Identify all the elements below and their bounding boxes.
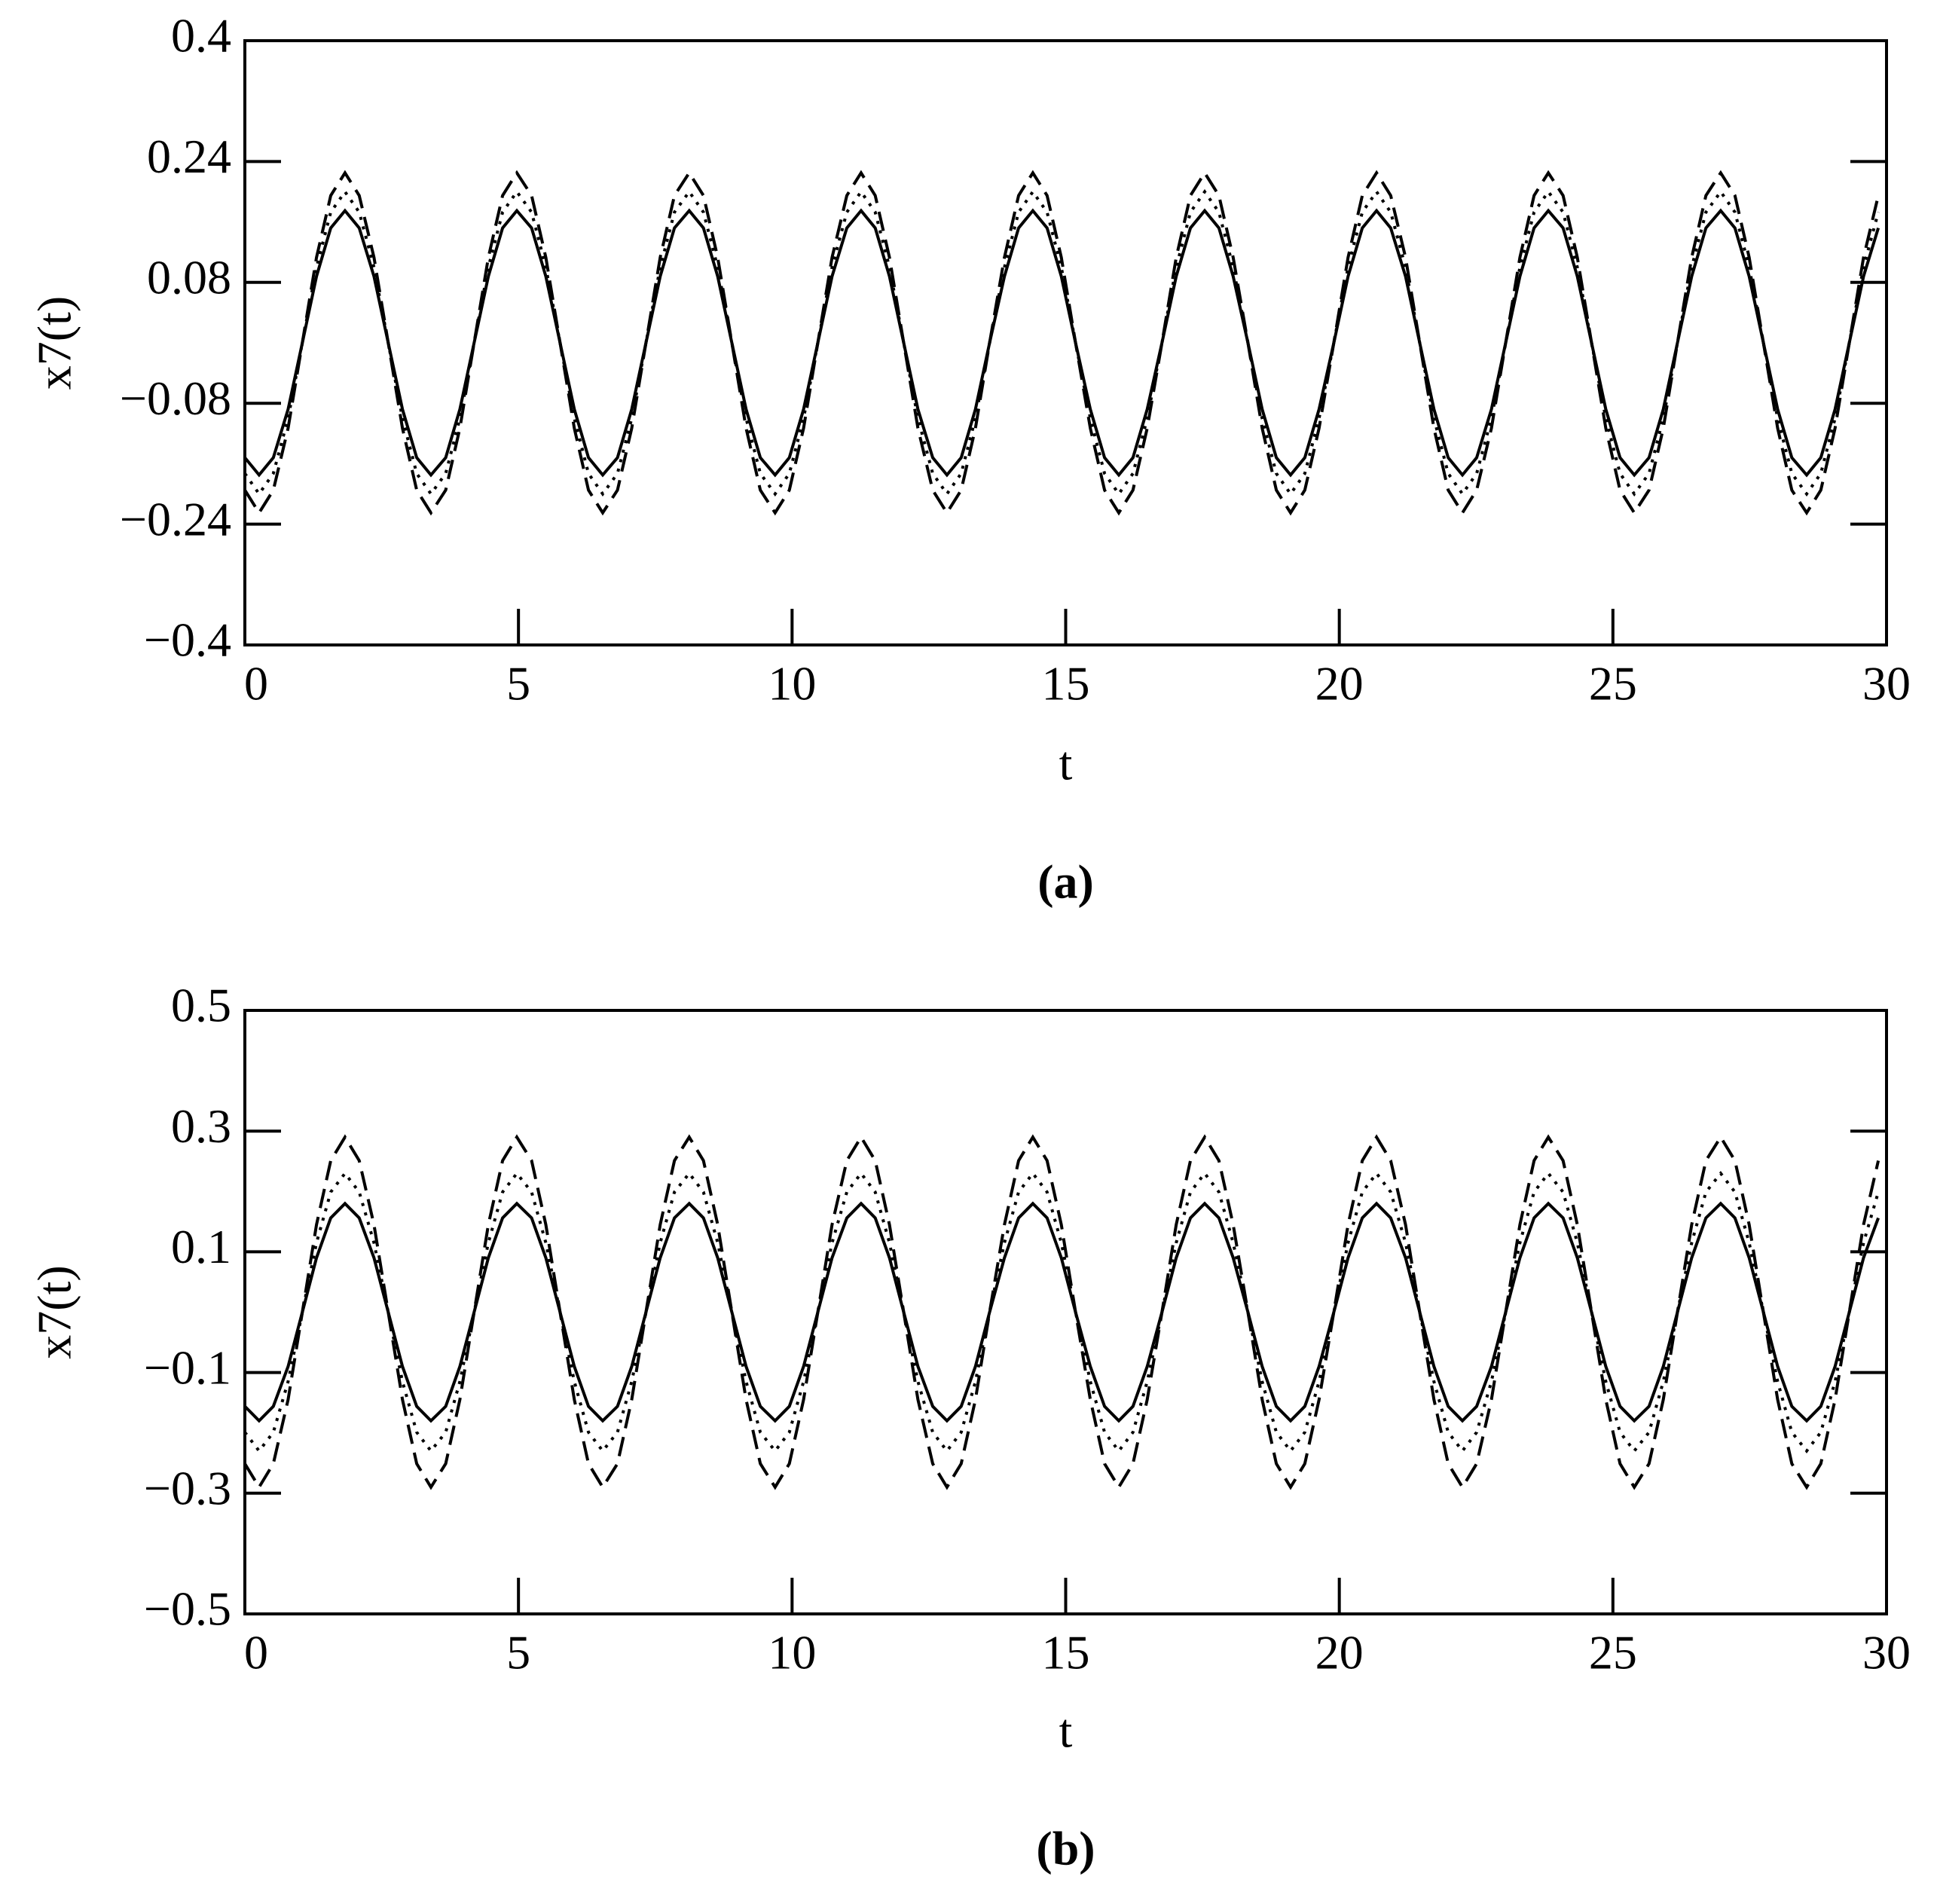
x-tick-label: 30 — [1862, 657, 1911, 711]
y-tick-label: −0.1 — [144, 1340, 231, 1394]
plot-frame — [243, 39, 1888, 646]
x-tick-label: 15 — [1042, 657, 1090, 711]
x-tick-label: 20 — [1315, 657, 1364, 711]
x-tick-label: 10 — [768, 1626, 816, 1679]
y-axis-label: x7(t) — [28, 1265, 81, 1358]
caption: (a) — [1037, 855, 1094, 909]
y-tick-label: −0.3 — [144, 1461, 231, 1514]
y-tick-label: −0.08 — [120, 371, 231, 425]
y-tick-label: −0.24 — [120, 492, 231, 546]
series-line — [243, 188, 1880, 497]
series-line — [243, 208, 1880, 478]
x-tick-label: 25 — [1589, 657, 1637, 711]
x-tick-label: 20 — [1315, 1626, 1364, 1679]
y-tick-label: −0.5 — [144, 1582, 231, 1636]
x-tick-label: 5 — [506, 1626, 530, 1679]
y-axis-label: x7(t) — [28, 296, 81, 390]
x-tick-label: 30 — [1862, 1626, 1911, 1679]
y-tick-label: 0.3 — [171, 1099, 231, 1153]
x-tick-label: 5 — [506, 657, 530, 711]
x-axis-label: t — [1059, 1704, 1073, 1758]
x-axis-label: t — [1059, 737, 1073, 790]
plot-frame — [243, 1009, 1888, 1615]
x-tick-label: 15 — [1042, 1626, 1090, 1679]
series-line — [243, 1134, 1880, 1490]
x-tick-label: 0 — [244, 1626, 268, 1679]
caption: (b) — [1036, 1822, 1095, 1875]
y-tick-label: −0.4 — [144, 613, 231, 667]
series-line — [243, 170, 1880, 516]
y-tick-label: 0.4 — [171, 9, 231, 63]
y-tick-label: 0.24 — [147, 130, 231, 183]
y-tick-label: 0.08 — [147, 250, 231, 304]
x-tick-label: 0 — [244, 657, 268, 711]
series-line — [243, 1201, 1880, 1423]
y-tick-label: 0.1 — [171, 1220, 231, 1273]
x-tick-label: 25 — [1589, 1626, 1637, 1679]
x-tick-label: 10 — [768, 657, 816, 711]
y-tick-label: 0.5 — [171, 979, 231, 1032]
series-line — [243, 1170, 1880, 1454]
